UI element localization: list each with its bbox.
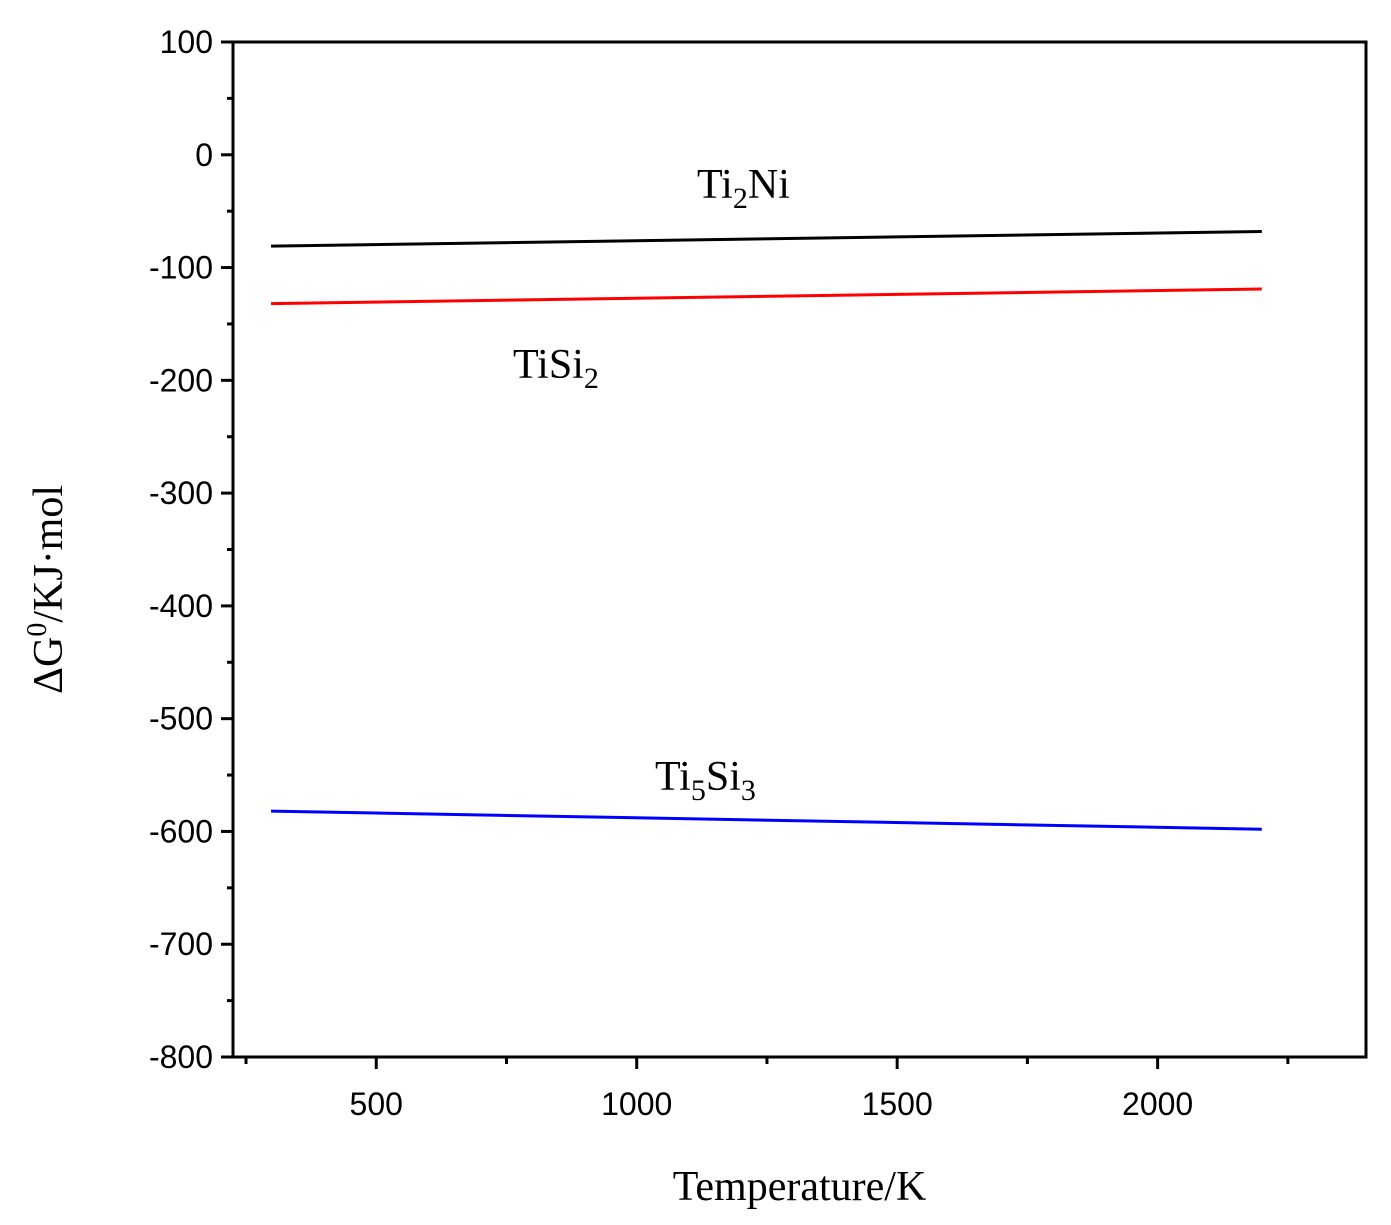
- series-line-ti5si3: [270, 809, 1262, 831]
- y-axis-title-delta: ΔG: [26, 637, 72, 694]
- y-axis-title-superscript: 0: [22, 623, 53, 637]
- x-axis-title: Temperature/K: [673, 1164, 927, 1210]
- y-tick-label: -600: [149, 813, 213, 849]
- y-tick-label: -100: [149, 250, 213, 286]
- y-tick-label: -500: [149, 701, 213, 737]
- x-axis: 500 1000 1500 2000: [244, 1057, 1290, 1122]
- series-line-ti2ni: [271, 229, 1262, 248]
- x-tick-label: 500: [350, 1086, 403, 1122]
- y-tick-label: 100: [160, 24, 213, 60]
- y-tick-label: -400: [149, 588, 213, 624]
- x-tick-label: 1500: [862, 1086, 933, 1122]
- y-tick-label: 0: [195, 137, 213, 173]
- x-tick-label: 1000: [601, 1086, 672, 1122]
- series-group: [270, 229, 1262, 831]
- y-tick-label: -200: [149, 362, 213, 398]
- plot-frame: [231, 40, 1368, 1059]
- y-axis-title-rest: /KJ·mol: [26, 485, 72, 623]
- y-axis: 100 0 -100 -200 -300 -400 -500 -600 -700 -800: [149, 24, 233, 1075]
- series-line-tisi2: [271, 287, 1262, 306]
- x-tick-label: 2000: [1122, 1086, 1193, 1122]
- y-tick-label: -700: [149, 926, 213, 962]
- y-tick-label: -800: [149, 1039, 213, 1075]
- series-label-tisi2: TiSi2: [513, 342, 599, 395]
- series-label-ti5si3: Ti5Si3: [655, 754, 756, 807]
- series-labels: Ti2Ni TiSi2 Ti5Si3: [513, 162, 790, 807]
- series-label-ti2ni: Ti2Ni: [697, 162, 790, 215]
- y-axis-title: ΔG0/KJ·mol: [22, 485, 72, 694]
- y-tick-label: -300: [149, 475, 213, 511]
